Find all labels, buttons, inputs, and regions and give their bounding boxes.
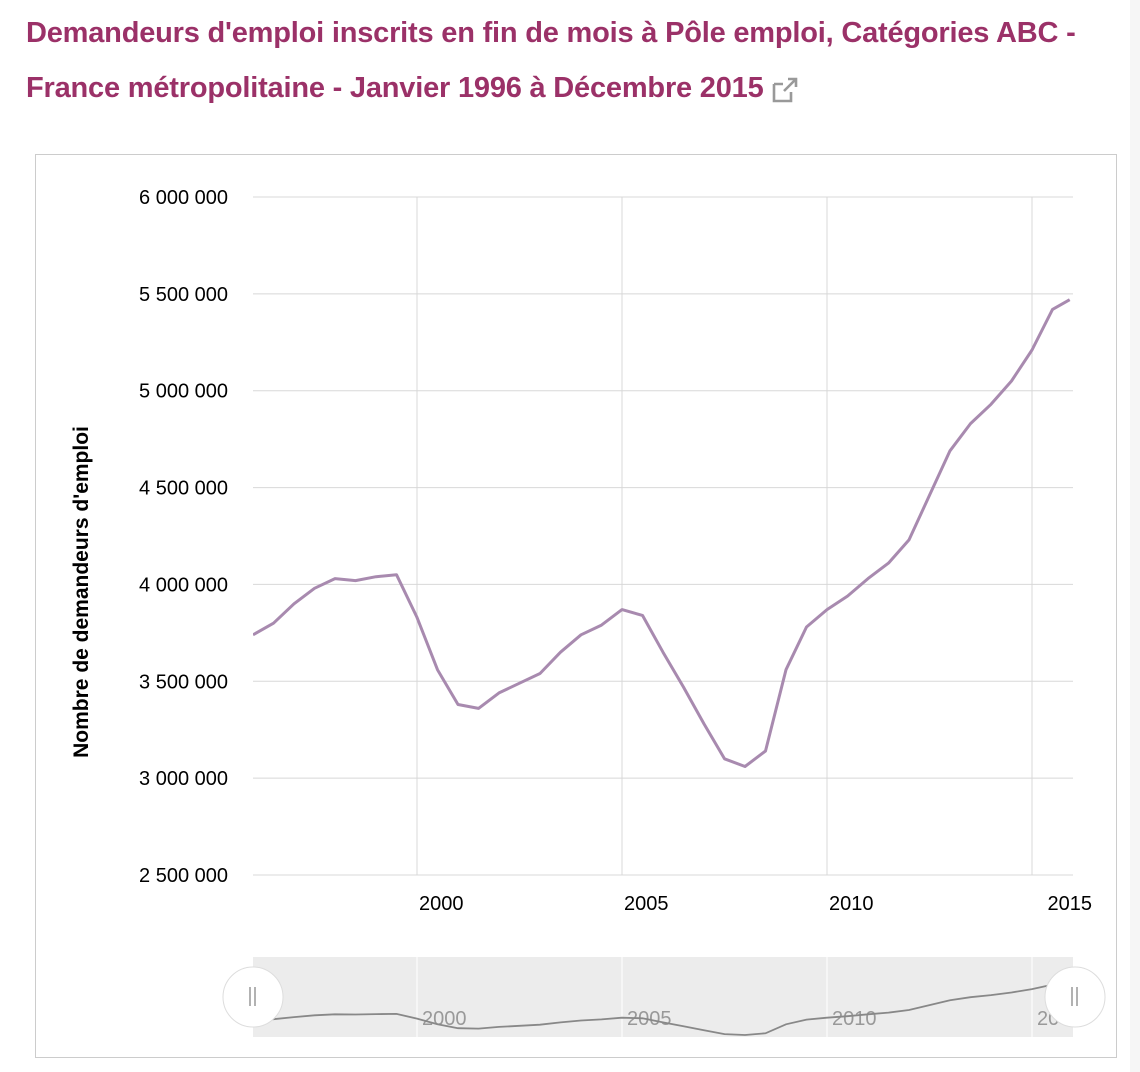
navigator-grid	[416, 957, 1033, 1037]
chart-container: 2 500 000 3 000 000 3 500 000 4 000 000 4 50…	[35, 154, 1117, 1058]
navigator-handle-right[interactable]	[1044, 966, 1106, 1028]
navigator-series-line	[253, 982, 1070, 1036]
y-axis-labels: 2 500 000 3 000 000 3 500 000 4 000 000 4 50…	[139, 187, 228, 887]
x-tick-label: 2000	[419, 893, 464, 915]
chart-title-heading: Demandeurs d'emploi inscrits en fin de m…	[26, 6, 1126, 116]
y-tick-label: 5 500 000	[139, 284, 228, 306]
y-tick-label: 4 000 000	[139, 574, 228, 596]
navigator-background	[253, 957, 1073, 1037]
navigator-label: 2000	[422, 1008, 467, 1030]
navigator-handle-left[interactable]	[222, 966, 284, 1028]
navigator[interactable]: 2000 2005 2010 20	[222, 957, 1106, 1037]
external-link-icon[interactable]	[770, 69, 800, 103]
navigator-label: 2010	[832, 1008, 877, 1030]
chart-title: Demandeurs d'emploi inscrits en fin de m…	[26, 17, 1076, 104]
line-chart: 2 500 000 3 000 000 3 500 000 4 000 000 4 50…	[70, 187, 1106, 1037]
y-tick-label: 3 000 000	[139, 768, 228, 790]
y-tick-label: 2 500 000	[139, 865, 228, 887]
y-tick-label: 4 500 000	[139, 478, 228, 500]
series-line	[253, 298, 1071, 768]
x-axis-labels: 2000 2005 2010 2015	[419, 893, 1092, 915]
y-tick-label: 5 000 000	[139, 381, 228, 403]
x-tick-label: 2005	[624, 893, 669, 915]
y-axis-title: Nombre de demandeurs d'emploi	[70, 426, 93, 758]
x-grid	[416, 197, 1033, 875]
y-grid	[253, 196, 1073, 876]
y-tick-label: 6 000 000	[139, 187, 228, 209]
x-tick-label: 2015	[1048, 893, 1093, 915]
x-tick-label: 2010	[829, 893, 874, 915]
y-tick-label: 3 500 000	[139, 671, 228, 693]
